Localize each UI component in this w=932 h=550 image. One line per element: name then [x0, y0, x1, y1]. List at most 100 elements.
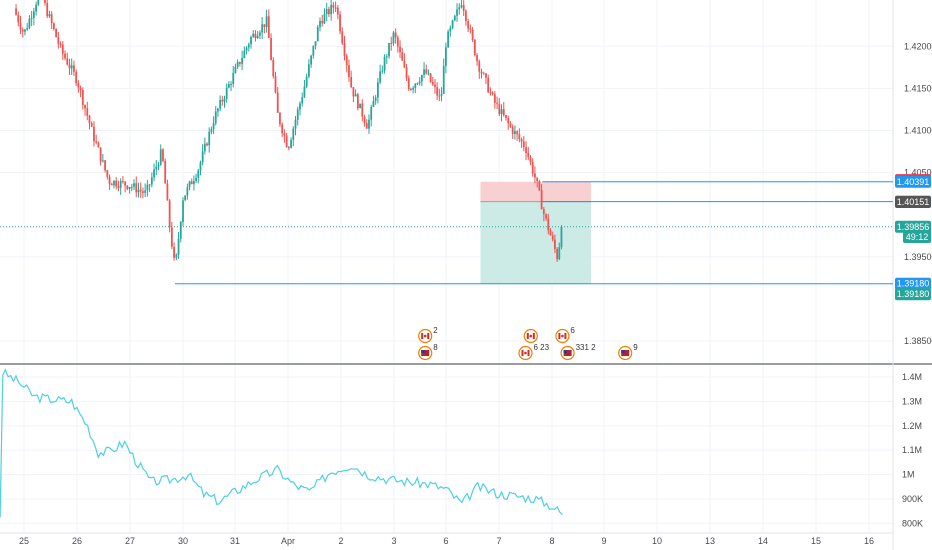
candle-body-70 [170, 227, 173, 247]
time-tick-label: 9 [601, 536, 606, 546]
candle-body-105 [247, 44, 250, 48]
candle-body-228 [520, 139, 523, 142]
ca-flag-right [532, 333, 535, 339]
candle-body-152 [352, 87, 355, 97]
candle-body-57 [142, 191, 144, 193]
candle-body-122 [285, 135, 288, 148]
candle-body-22 [64, 53, 66, 59]
candle-body-176 [405, 67, 408, 79]
candle-body-180 [414, 83, 417, 88]
candle-body-80 [193, 180, 195, 185]
candle-body-201 [460, 5, 463, 8]
event-count: 8 [433, 343, 438, 352]
candle-body-239 [545, 214, 547, 219]
economic-events[interactable]: 2 8 6 6 23 331 2 9 [418, 326, 639, 361]
candle-body-86 [206, 143, 208, 146]
time-axis: 25 26 27 30 31 Apr 2 3 6 7 8 9 10 13 14 15 16 [19, 536, 874, 546]
candle-body-24 [68, 64, 71, 69]
time-tick-label: 2 [338, 536, 343, 546]
event-badge-1[interactable]: 8 [418, 343, 439, 361]
candle-body-164 [379, 71, 382, 83]
candle-body-41 [106, 170, 109, 177]
candle-body-190 [436, 87, 439, 96]
candle-body-108 [254, 33, 257, 39]
candle-body-218 [498, 103, 501, 115]
candle-body-71 [173, 246, 175, 258]
candle-body-95 [225, 87, 228, 99]
candle-body-129 [301, 97, 304, 104]
event-badge-5[interactable]: 331 2 [560, 343, 596, 361]
event-badge-2[interactable] [523, 328, 538, 344]
candle-body-45 [115, 180, 118, 187]
candle-body-109 [256, 35, 259, 39]
candle-body-136 [316, 27, 319, 42]
candle-body-100 [236, 62, 239, 67]
candle-body-168 [388, 42, 390, 57]
candle-body-32 [86, 108, 89, 116]
candle-body-132 [307, 64, 310, 77]
event-badge-3[interactable]: 6 [555, 326, 576, 344]
candle-body-155 [359, 103, 361, 109]
candle-body-73 [177, 238, 180, 255]
candle-body-211 [482, 73, 485, 75]
horizontal-lines[interactable] [0, 181, 893, 285]
price-tag-bg-6 [895, 277, 931, 290]
take-profit-zone[interactable] [480, 201, 591, 284]
time-tick-label: 27 [125, 536, 135, 546]
candle-body-1 [17, 14, 20, 23]
event-badge-4[interactable]: 6 23 [518, 343, 550, 361]
candle-body-141 [328, 9, 330, 15]
candle-body-137 [319, 20, 321, 28]
candle-body-31 [84, 105, 86, 109]
candle-body-165 [381, 70, 384, 72]
price-tick-label: 1.39500 [904, 252, 932, 262]
candle-body-40 [104, 160, 106, 171]
candle-body-17 [52, 23, 55, 29]
candle-body-197 [451, 20, 454, 28]
price-tick-label: 1.38500 [904, 336, 932, 346]
volume-tick-label: 1M [902, 470, 915, 480]
event-badge-0[interactable]: 2 [418, 326, 439, 344]
candle-body-43 [110, 183, 113, 186]
candle-body-208 [476, 55, 478, 62]
candle-body-219 [500, 109, 503, 115]
candle-body-158 [365, 123, 368, 129]
candle-body-18 [55, 28, 58, 38]
candle-body-138 [321, 20, 324, 24]
volume-tick-label: 1.1M [902, 445, 922, 455]
candle-body-126 [294, 119, 297, 129]
candle-body-121 [283, 133, 286, 136]
candle-body-63 [155, 166, 158, 170]
candle-body-111 [261, 24, 264, 33]
maple-leaf-icon [561, 334, 564, 338]
time-tick-label: 10 [652, 536, 662, 546]
event-badge-6[interactable]: 9 [618, 343, 639, 361]
candle-body-124 [290, 139, 292, 148]
time-tick-label: 25 [19, 536, 29, 546]
candle-body-96 [227, 84, 230, 88]
position-tool[interactable] [480, 181, 591, 284]
candle-body-178 [410, 89, 412, 91]
candle-body-92 [219, 100, 222, 109]
candle-body-160 [370, 107, 373, 120]
price-tag-1: 1.40391 [897, 177, 930, 187]
candle-body-76 [184, 195, 187, 201]
candle-body-221 [505, 115, 507, 118]
candle-body-175 [403, 60, 406, 68]
candle-body-199 [456, 9, 458, 16]
candle-body-114 [267, 16, 270, 38]
candle-body-58 [144, 190, 147, 193]
volume-tick-label: 800K [902, 518, 923, 528]
candle-body-99 [234, 66, 237, 73]
candle-body-93 [221, 100, 224, 102]
candle-body-169 [390, 42, 393, 44]
volume-tick-label: 1.4M [902, 372, 922, 382]
candle-body-130 [303, 86, 306, 98]
candle-body-55 [137, 189, 140, 193]
candle-body-181 [416, 83, 419, 85]
stop-loss-zone[interactable] [480, 181, 591, 202]
price-tag-5: 49:12 [906, 232, 929, 242]
candle-body-106 [250, 37, 252, 45]
candle-body-27 [75, 71, 78, 84]
candle-body-44 [113, 180, 115, 186]
